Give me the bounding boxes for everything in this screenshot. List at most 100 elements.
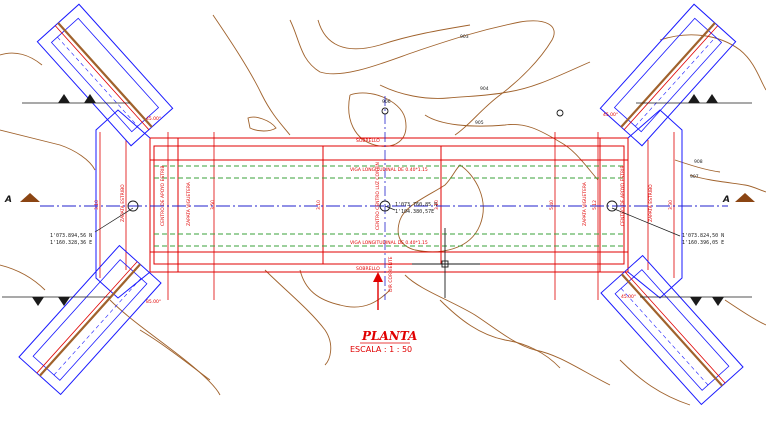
wing-outline xyxy=(600,254,744,406)
wing-dash xyxy=(57,36,138,127)
wing-hatch xyxy=(623,25,719,130)
contour-line xyxy=(109,299,221,396)
wing-hatch xyxy=(624,271,726,384)
dim-7: 3.30 xyxy=(668,200,674,210)
support-circle xyxy=(379,200,391,212)
coord-right-n: 1'073.824,50 N xyxy=(682,233,724,239)
wing-dash xyxy=(53,278,142,376)
contour-label: 904 xyxy=(480,86,489,92)
center-axis-label: CENTRO CENTRO LUZ CONTIN xyxy=(375,162,381,230)
wing-hatch xyxy=(620,22,716,128)
sobrelleve-top: SOBRELLO xyxy=(356,138,380,144)
crosshair-cursor xyxy=(412,228,480,298)
coord-right-e: 1'160.396,05 E xyxy=(682,240,724,246)
right-abutment-outline xyxy=(627,109,683,299)
triangle-marker xyxy=(84,94,96,103)
contour-line xyxy=(0,52,43,66)
triangle-marker xyxy=(58,94,70,103)
coord-center-e: 1'104.380,57E xyxy=(395,209,434,215)
contour-line xyxy=(0,264,46,291)
dashed-reference-lines xyxy=(154,165,624,247)
dim-3: 3.10 xyxy=(316,200,322,210)
drawing-title: PLANTA xyxy=(361,329,417,343)
axis-circles xyxy=(127,107,618,212)
contour-line xyxy=(0,129,96,171)
wing-hatch xyxy=(36,261,138,374)
deck-outline xyxy=(149,137,629,273)
contour-line xyxy=(674,159,721,173)
angle-br: 45.00° xyxy=(621,294,636,300)
wing-wall-bottom-right xyxy=(600,254,744,406)
section-a-label-left: A xyxy=(4,195,12,205)
eje-label-left: CENTRO DE APOYO ESTRIB xyxy=(160,166,166,227)
triangle-marker xyxy=(712,297,724,306)
dim-2: 3.50 xyxy=(210,200,216,210)
contour-label: 908 xyxy=(694,159,703,165)
coord-left-e: 1'160.328,36 E xyxy=(50,240,92,246)
wing-outline xyxy=(599,3,737,147)
contour-line xyxy=(724,299,766,326)
sobrelleve-bottom: SOBRELLO xyxy=(356,266,380,272)
support-circle xyxy=(606,200,618,212)
support-label-left: ZAPATA VIGUETERA xyxy=(186,181,192,226)
beam-label-top: VIGA LONGITUDINAL DE 0.40*1.15 xyxy=(350,167,428,173)
deck-inner xyxy=(153,145,625,265)
angle-tr: 45.00° xyxy=(603,112,618,118)
leader-lines xyxy=(94,205,681,237)
wing-hatch xyxy=(38,263,142,377)
contour-line xyxy=(689,174,766,193)
contour-line xyxy=(289,19,555,136)
eje-label-right: CENTRO DE APOYO ESTRIB xyxy=(620,166,626,227)
zapata-label-right: ZAPATA ESTRIBO xyxy=(648,184,654,222)
support-circle xyxy=(556,109,564,117)
triangle-marker xyxy=(706,94,718,103)
wing-hatch xyxy=(57,22,153,128)
wing-wall-top-right xyxy=(599,3,737,147)
contour-line xyxy=(659,34,766,91)
section-a-arrow-right xyxy=(735,193,755,202)
triangle-marker xyxy=(690,297,702,306)
bridge-deck xyxy=(149,137,629,273)
wing-hatch xyxy=(620,273,724,387)
angle-tl: 45.00° xyxy=(146,116,161,122)
wing-dash xyxy=(620,288,709,386)
contour-line xyxy=(397,164,484,253)
wing-wall-top-left xyxy=(36,3,174,147)
dim-6: 5.12 xyxy=(592,200,598,210)
contour-line xyxy=(264,269,332,366)
dim-5: 5.40 xyxy=(549,200,555,210)
section-a-left: A xyxy=(4,193,40,205)
support-circle xyxy=(127,200,139,212)
abutment-outlines xyxy=(95,109,683,299)
support-label-right: ZAPATA VIGUETERA xyxy=(582,181,588,226)
contour-line xyxy=(404,274,611,386)
angle-bl: 85.00° xyxy=(146,299,161,305)
contour-line xyxy=(212,14,291,136)
drawing-scale: ESCALA : 1 : 50 xyxy=(350,345,412,354)
section-a-right: A xyxy=(722,193,755,205)
flow-direction-arrow: DIR CORRIENTE xyxy=(373,256,394,310)
contour-line xyxy=(139,329,211,381)
section-a-arrow-left xyxy=(20,193,40,202)
contour-line xyxy=(317,19,471,50)
support-circle xyxy=(381,107,389,115)
wing-outline xyxy=(18,244,162,396)
dimension-lines xyxy=(99,132,675,300)
drawing-title-block: PLANTA ESCALA : 1 : 50 xyxy=(350,329,417,354)
wing-hatch xyxy=(54,25,150,130)
contour-label: 906 xyxy=(382,99,391,105)
wing-wall-bottom-left xyxy=(18,244,162,396)
contour-line xyxy=(619,359,691,406)
contour-line xyxy=(424,114,599,181)
left-abutment-outline xyxy=(95,109,151,299)
flow-label: DIR CORRIENTE xyxy=(388,256,394,292)
coord-center-n: 1'073.760,85 N xyxy=(395,202,437,208)
terrain-contours xyxy=(0,14,766,406)
contour-label: 905 xyxy=(475,120,484,126)
contour-line xyxy=(299,269,391,308)
wing-dash xyxy=(635,36,716,127)
contour-line xyxy=(439,299,561,369)
contour-line xyxy=(348,92,407,147)
